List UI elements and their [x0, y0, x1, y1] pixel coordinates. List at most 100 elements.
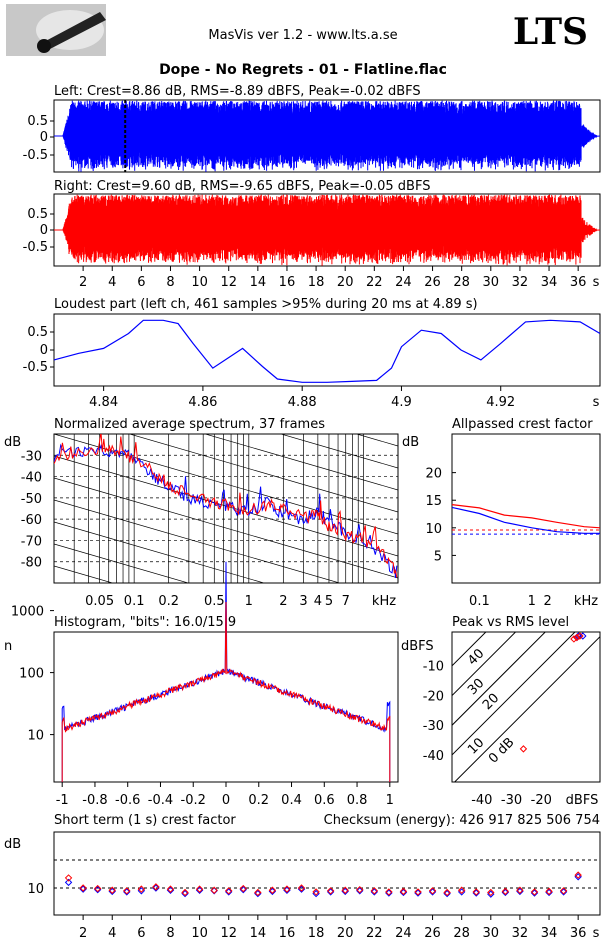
right_wave-xtick-26: 26 — [424, 275, 441, 290]
crest-left-point — [152, 884, 160, 892]
crest-xtick-s: s — [593, 926, 600, 941]
file-title: Dope - No Regrets - 01 - Flatline.flac — [159, 62, 447, 78]
right_wave-xtick-28: 28 — [453, 275, 470, 290]
crest-left-point — [297, 885, 306, 893]
crest-left-point — [123, 888, 131, 896]
crest-right-point — [472, 888, 480, 896]
right_wave-xtick-12: 12 — [220, 275, 237, 290]
crest-xtick-18: 18 — [308, 926, 325, 941]
crest-xtick-26: 26 — [424, 926, 441, 941]
right_wave-xtick-30: 30 — [483, 275, 500, 290]
loudest-xtick-4.88: 4.88 — [288, 395, 317, 410]
checksum: Checksum (energy): 426 917 825 506 754 — [324, 813, 600, 828]
loudest-frame — [53, 313, 601, 387]
crest-right-point — [210, 886, 218, 894]
peak-vs-rms-title: Peak vs RMS level — [452, 615, 569, 630]
crest-right-point — [559, 887, 568, 895]
histogram-ytick-1000: 1000 — [11, 605, 44, 620]
pvr-left-point — [579, 632, 587, 640]
app-title: MasVis ver 1.2 - www.lts.a.se — [208, 28, 397, 43]
right_wave-xtick-20: 20 — [337, 275, 354, 290]
crest-right-point — [385, 888, 393, 896]
pvr-ytick--30: -30 — [423, 719, 444, 734]
crest-right-point — [64, 874, 73, 882]
histogram-xtick--0.6: -0.6 — [115, 793, 140, 808]
spectrum-ytick--30: -30 — [21, 449, 42, 464]
crest-right-point — [414, 888, 422, 896]
right_wave-xtick-34: 34 — [541, 275, 558, 290]
right_wave-xtick-4: 4 — [108, 275, 116, 290]
pvr-xtick--30: -30 — [501, 793, 522, 808]
pvr-ytick--40: -40 — [423, 749, 444, 764]
right_wave-xtick-22: 22 — [366, 275, 383, 290]
right_wave-xtick-16: 16 — [279, 275, 296, 290]
pvr-frame — [451, 631, 601, 783]
crest-right-point — [239, 884, 247, 893]
right_wave-ytick--0.5: -0.5 — [23, 240, 48, 255]
spectrum-slope — [204, 434, 398, 491]
crest-left-point — [530, 889, 539, 897]
histogram-ytick-100: 100 — [19, 667, 44, 682]
loudest-xtick-4.86: 4.86 — [188, 395, 217, 410]
crest-xtick-22: 22 — [366, 926, 383, 941]
spectrum-ytick--60: -60 — [21, 513, 42, 528]
spectrum-slope — [54, 499, 341, 583]
right_wave-xtick-6: 6 — [137, 275, 145, 290]
crest-right-point — [166, 885, 175, 893]
crest-xtick-36: 36 — [570, 926, 587, 941]
spectrum-ytick--40: -40 — [21, 471, 42, 486]
left_wave-ytick--0.5: -0.5 — [23, 148, 48, 163]
histogram-xtick--0.4: -0.4 — [148, 793, 173, 808]
crest-right-point — [152, 883, 160, 891]
pvr-diagonals — [452, 632, 600, 782]
crest-right-point — [137, 885, 146, 893]
crest-right-point — [516, 886, 524, 894]
crest-left-point — [79, 885, 87, 893]
crest-left-point — [108, 887, 116, 896]
spectrum-slope — [54, 654, 398, 754]
logo-photo-plug-tip — [37, 39, 51, 53]
allpass-xtick-kHz: kHz — [574, 594, 598, 609]
crest-xtick-30: 30 — [483, 926, 500, 941]
spectrum-xtick-0.2: 0.2 — [158, 594, 179, 609]
crest-left-point — [545, 888, 553, 897]
crest-left-point — [195, 886, 204, 894]
crest-left-point — [64, 878, 73, 887]
spectrum-xtick-0.5: 0.5 — [204, 594, 225, 609]
pvr-right-point — [573, 633, 581, 642]
crest-xtick-32: 32 — [512, 926, 529, 941]
pvr-ytick--20: -20 — [423, 689, 444, 704]
loudest-ytick--0.5: -0.5 — [23, 360, 48, 375]
histogram-xtick--1: -1 — [56, 793, 69, 808]
allpass-xtick-2: 2 — [543, 594, 551, 609]
crest-right-point — [530, 888, 539, 896]
spectrum-right-line — [54, 434, 398, 578]
crest-xtick-24: 24 — [395, 926, 412, 941]
histogram-xtick--0.8: -0.8 — [82, 793, 107, 808]
allpass-ytick-20: 20 — [425, 467, 442, 482]
loudest-xtick-4.92: 4.92 — [486, 395, 515, 410]
right_wave-xtick-36: 36 — [570, 275, 587, 290]
histogram-right-line — [61, 601, 391, 783]
loudest-xtick-4.9: 4.9 — [391, 395, 412, 410]
logo-photo-plug — [40, 12, 106, 50]
spectrum-slope — [54, 280, 398, 380]
loudest-part-title: Loudest part (left ch, 461 samples >95% … — [54, 297, 478, 312]
crest-left-point — [225, 888, 233, 896]
crest-right-point — [268, 886, 277, 894]
crest-left-point — [428, 888, 437, 896]
crest-right-point — [370, 887, 379, 895]
crest-left-point — [370, 888, 379, 896]
right_wave-xtick-32: 32 — [512, 275, 529, 290]
spectrum-xtick-kHz: kHz — [372, 594, 396, 609]
crest-left-point — [93, 885, 102, 894]
spectrum-xtick-4: 4 — [314, 594, 322, 609]
crest-right-point — [341, 886, 349, 894]
left_wave-ytick-0.5: 0.5 — [27, 114, 48, 129]
crest-right-point — [108, 886, 116, 894]
spectrum-ytick--70: -70 — [21, 534, 42, 549]
allpass-xtick-1: 1 — [528, 594, 536, 609]
crest-left-point — [501, 888, 510, 897]
left_wave-waveform — [54, 100, 601, 172]
